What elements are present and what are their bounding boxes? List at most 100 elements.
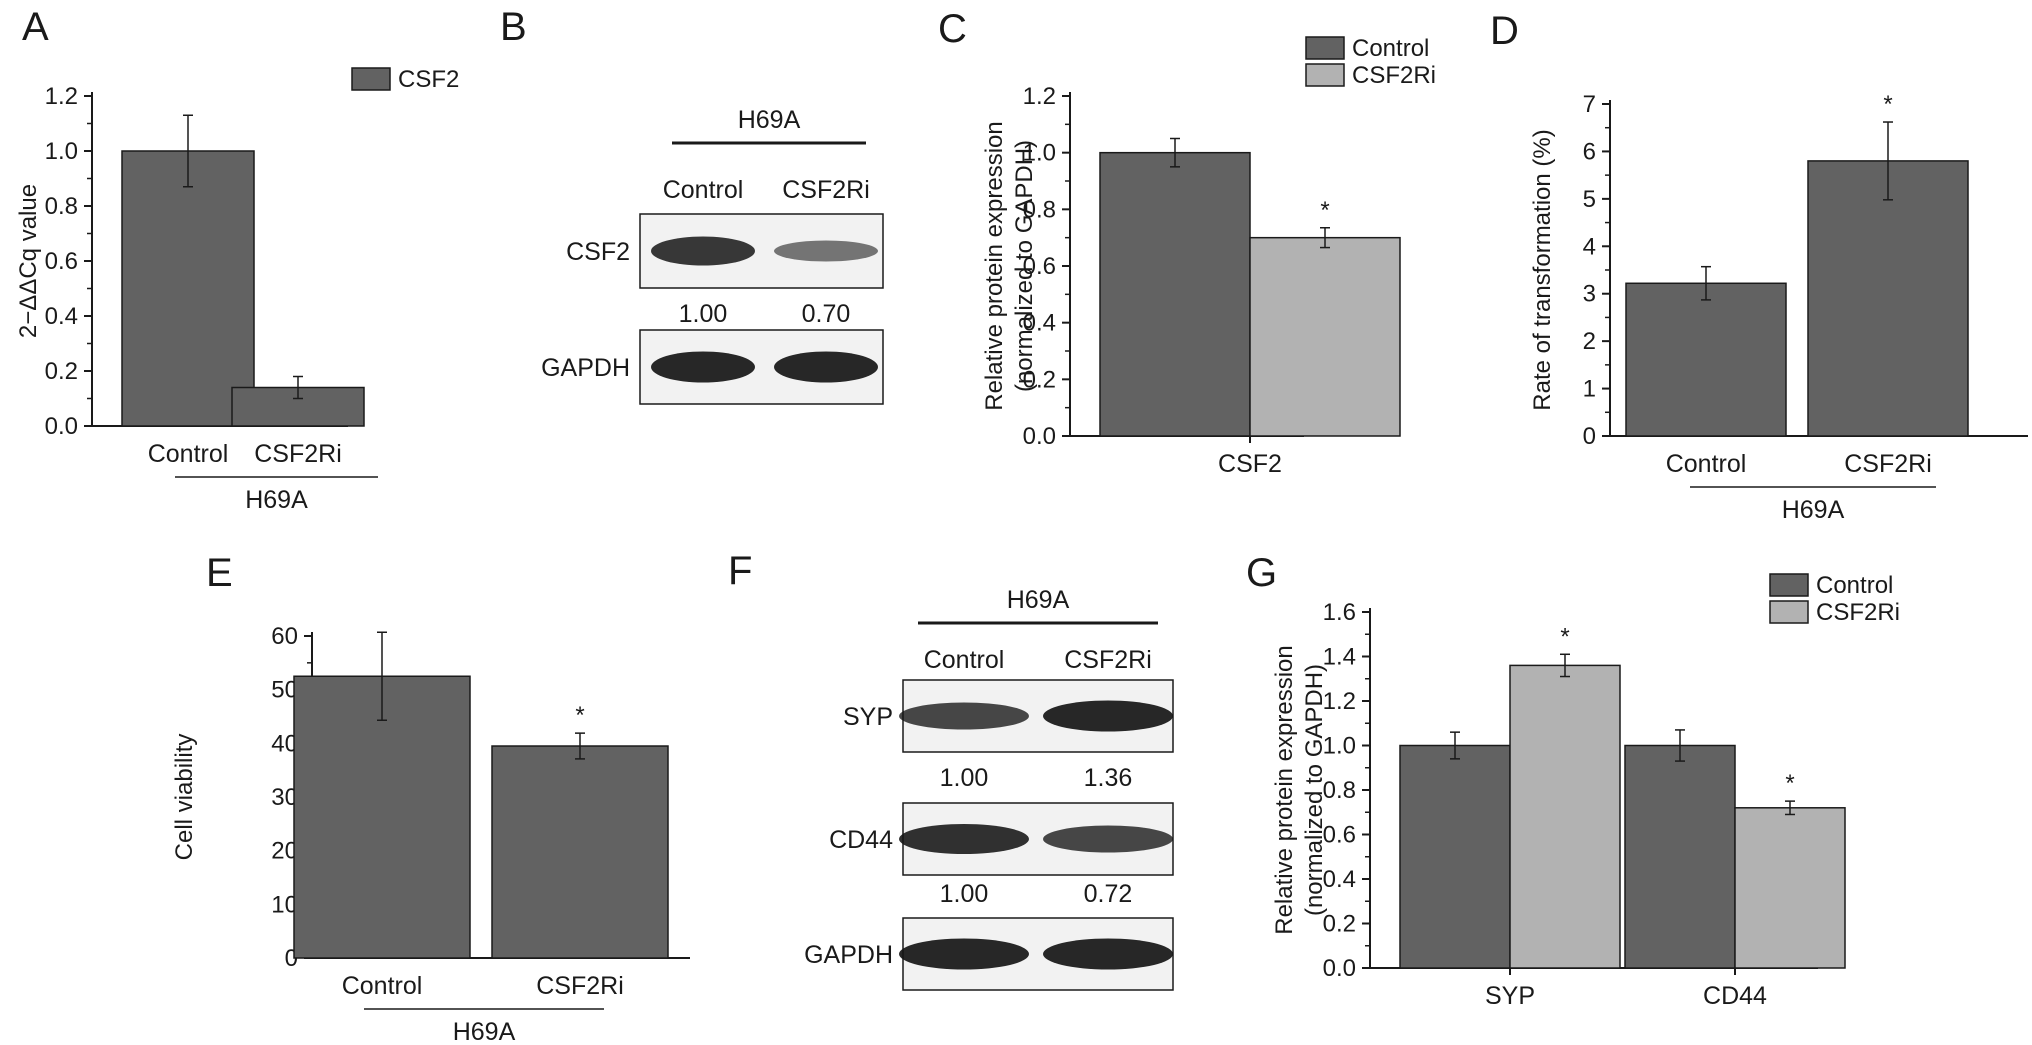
y-tick-label: 1.0 xyxy=(1323,733,1356,760)
legend-label: Control xyxy=(1352,35,1429,62)
y-tick-label: 1.0 xyxy=(45,138,78,165)
blot-band xyxy=(651,236,755,266)
y-tick-label: 1.2 xyxy=(45,83,78,110)
panel-letter: F xyxy=(728,549,752,593)
panel-g: G 0.0 0.2 0.4 0.6 0.8 1.0 1.2 1.4 1.6 Relative pro… xyxy=(1246,551,1900,1010)
blot-strip xyxy=(899,917,1174,991)
y-tick-label: 1.0 xyxy=(1023,140,1056,167)
blot-quant-value: 1.00 xyxy=(679,300,728,328)
y-tick-label: 0.4 xyxy=(1323,866,1356,893)
blot-strip xyxy=(639,329,884,405)
bar xyxy=(121,150,255,427)
legend-label: CSF2 xyxy=(398,66,459,93)
group-label: H69A xyxy=(245,486,308,514)
y-tick-label: 0.8 xyxy=(45,193,78,220)
blot-quant-value: 1.36 xyxy=(1084,764,1133,792)
y-tick-label: 0.2 xyxy=(45,358,78,385)
blot-row-label: GAPDH xyxy=(541,354,630,382)
y-axis-label-line: (normalized to GAPDH) xyxy=(1301,664,1328,916)
legend-label: CSF2Ri xyxy=(1816,599,1900,626)
bar xyxy=(1399,744,1511,969)
panel-letter: G xyxy=(1246,551,1277,595)
y-tick-label: 0.2 xyxy=(1023,366,1056,393)
blot-band xyxy=(1043,938,1173,970)
blot-band xyxy=(651,351,755,383)
y-tick-label: 3 xyxy=(1583,281,1596,308)
blot-quant-value: 1.00 xyxy=(940,880,989,908)
blot-row-label: CD44 xyxy=(829,826,893,854)
y-tick-label: 5 xyxy=(1583,186,1596,213)
blot-band xyxy=(899,938,1029,970)
y-axis-label-line: (normalized to GAPDH) xyxy=(1011,140,1038,392)
y-tick-label: 1.2 xyxy=(1323,688,1356,715)
blot-row-label: CSF2 xyxy=(566,238,630,266)
legend-swatch xyxy=(1769,600,1809,624)
significance-mark: * xyxy=(1883,91,1892,118)
x-tick-label: CSF2 xyxy=(1218,450,1282,478)
y-tick-label: 0.8 xyxy=(1323,777,1356,804)
panel-c: C 0.0 0.2 0.4 0.6 0.8 1.0 1.2 Relative protein e… xyxy=(938,7,1436,478)
bar xyxy=(1624,744,1736,969)
y-axis-label: 2−ΔΔCq value xyxy=(15,184,42,338)
bar xyxy=(1734,807,1846,969)
panel-letter: E xyxy=(206,551,233,595)
significance-mark: * xyxy=(575,702,584,729)
x-tick-label: CSF2Ri xyxy=(1844,450,1932,478)
y-tick-label: 1 xyxy=(1583,376,1596,403)
x-tick-label: Control xyxy=(342,972,423,1000)
panel-letter: D xyxy=(1490,9,1519,53)
y-tick-label: 0.4 xyxy=(45,303,78,330)
x-tick-label: Control xyxy=(148,440,229,468)
bar xyxy=(1807,160,1969,437)
panel-letter: A xyxy=(22,5,49,49)
bar xyxy=(1625,282,1787,437)
legend-swatch xyxy=(1305,63,1345,87)
blot-band xyxy=(1043,700,1173,732)
legend-label: CSF2Ri xyxy=(1352,62,1436,89)
blot-row-label: SYP xyxy=(843,703,893,731)
y-axis-label-line: Relative protein expression xyxy=(1271,645,1298,935)
y-tick-label: 0.6 xyxy=(45,248,78,275)
blot-strip xyxy=(639,213,884,289)
y-tick-label: 1.4 xyxy=(1323,644,1356,671)
significance-mark: * xyxy=(1320,197,1329,224)
blot-column-label: CSF2Ri xyxy=(1064,646,1152,674)
y-axis-label: Rate of transformation (%) xyxy=(1529,129,1556,410)
blot-band xyxy=(774,240,878,262)
panel-a: A 0.0 0.2 0.4 0.6 0.8 1.0 1.2 2−ΔΔCq value Contro… xyxy=(15,5,459,514)
x-tick-label: CSF2Ri xyxy=(536,972,624,1000)
bar xyxy=(491,745,669,959)
y-tick-label: 0.4 xyxy=(1023,310,1056,337)
y-tick-label: 2 xyxy=(1583,328,1596,355)
bar xyxy=(1099,151,1251,437)
blot-column-label: Control xyxy=(924,646,1005,674)
panel-letter: C xyxy=(938,7,967,51)
panel-d: D 0 1 2 3 4 5 6 7 Rate of transformation (%) Contr… xyxy=(1490,9,2028,524)
bar xyxy=(1509,664,1621,969)
x-tick-label: CD44 xyxy=(1703,982,1767,1010)
blot-column-label: CSF2Ri xyxy=(782,176,870,204)
blot-column-label: Control xyxy=(663,176,744,204)
y-tick-label: 0.2 xyxy=(1323,911,1356,938)
y-tick-label: 4 xyxy=(1583,233,1596,260)
blot-quant-value: 0.72 xyxy=(1084,880,1133,908)
y-tick-label: 0.0 xyxy=(1323,955,1356,982)
legend-swatch xyxy=(1305,36,1345,60)
blot-quant-value: 0.70 xyxy=(802,300,851,328)
panel-letter: B xyxy=(500,5,527,49)
blot-band xyxy=(774,351,878,383)
y-tick-label: 1.6 xyxy=(1323,599,1356,626)
y-tick-label: 1.2 xyxy=(1023,83,1056,110)
x-tick-label: Control xyxy=(1666,450,1747,478)
x-tick-label: SYP xyxy=(1485,982,1535,1010)
y-tick-label: 0.0 xyxy=(45,413,78,440)
y-axis-label-line: Relative protein expression xyxy=(981,121,1008,411)
y-tick-label: 0.6 xyxy=(1023,253,1056,280)
significance-mark: * xyxy=(1560,623,1569,650)
y-tick-label: 0.0 xyxy=(1023,423,1056,450)
y-tick-label: 0.8 xyxy=(1023,196,1056,223)
blot-band xyxy=(899,702,1029,730)
y-tick-label: 0.6 xyxy=(1323,822,1356,849)
bar xyxy=(1249,236,1401,437)
